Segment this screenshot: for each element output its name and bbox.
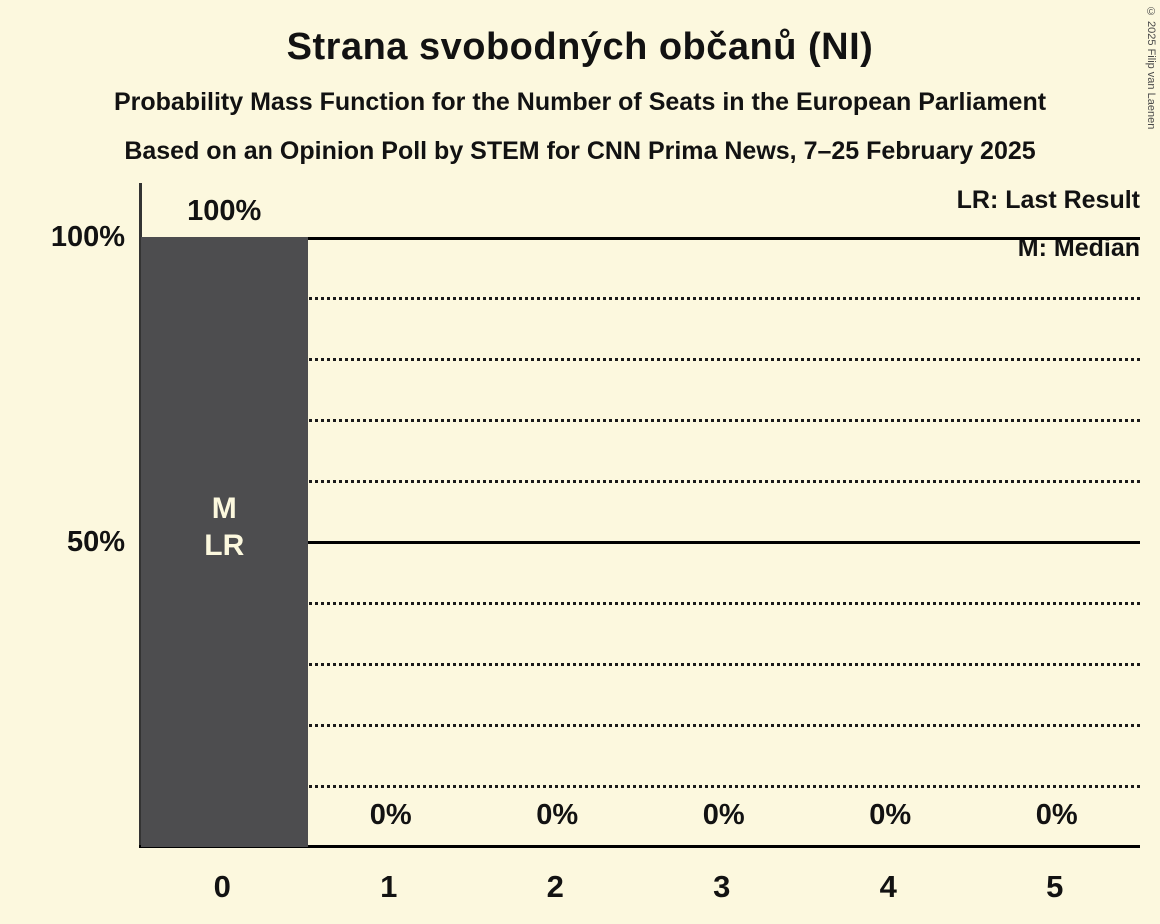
x-tick-label-3: 3 <box>713 869 731 904</box>
x-tick-label-1: 1 <box>380 869 398 904</box>
x-tick-label-5: 5 <box>1046 869 1064 904</box>
gridline-solid-100pct <box>141 237 1140 240</box>
bar-value-label-seats-1: 0% <box>369 799 412 831</box>
gridline-dotted-10pct <box>141 785 1140 788</box>
x-tick-label-2: 2 <box>546 869 564 904</box>
gridline-dotted-20pct <box>141 724 1140 727</box>
gridline-dotted-40pct <box>141 602 1140 605</box>
gridline-dotted-70pct <box>141 419 1140 422</box>
bar-value-label-seats-2: 0% <box>536 799 579 831</box>
y-tick-label-100pct: 100% <box>50 221 125 253</box>
x-axis-line <box>139 845 1140 848</box>
bar-value-label-seats-0: 100% <box>187 195 262 227</box>
y-axis-line <box>139 183 142 847</box>
x-tick-label-0: 0 <box>213 869 231 904</box>
chart-title: Strana svobodných občanů (NI) <box>286 26 874 68</box>
gridline-dotted-90pct <box>141 297 1140 300</box>
chart-source-line: Based on an Opinion Poll by STEM for CNN… <box>124 137 1036 165</box>
bar-value-label-seats-3: 0% <box>702 799 745 831</box>
copyright-notice: © 2025 Filip van Laenen <box>1145 6 1157 130</box>
bar-value-label-seats-4: 0% <box>869 799 912 831</box>
bar-annotation-median-lastresult: M LR <box>204 492 245 562</box>
gridline-solid-50pct <box>141 541 1140 544</box>
bar-value-label-seats-5: 0% <box>1035 799 1078 831</box>
legend-last-result: LR: Last Result <box>956 186 1140 214</box>
bar-seats-0 <box>141 237 308 847</box>
gridline-dotted-60pct <box>141 480 1140 483</box>
y-tick-label-50pct: 50% <box>66 526 125 558</box>
plot-area: 100% 0% 0% 0% 0% 0% M LR <box>141 195 1140 847</box>
gridline-dotted-80pct <box>141 358 1140 361</box>
gridline-dotted-30pct <box>141 663 1140 666</box>
x-tick-label-4: 4 <box>879 869 897 904</box>
chart-subtitle: Probability Mass Function for the Number… <box>113 88 1047 116</box>
